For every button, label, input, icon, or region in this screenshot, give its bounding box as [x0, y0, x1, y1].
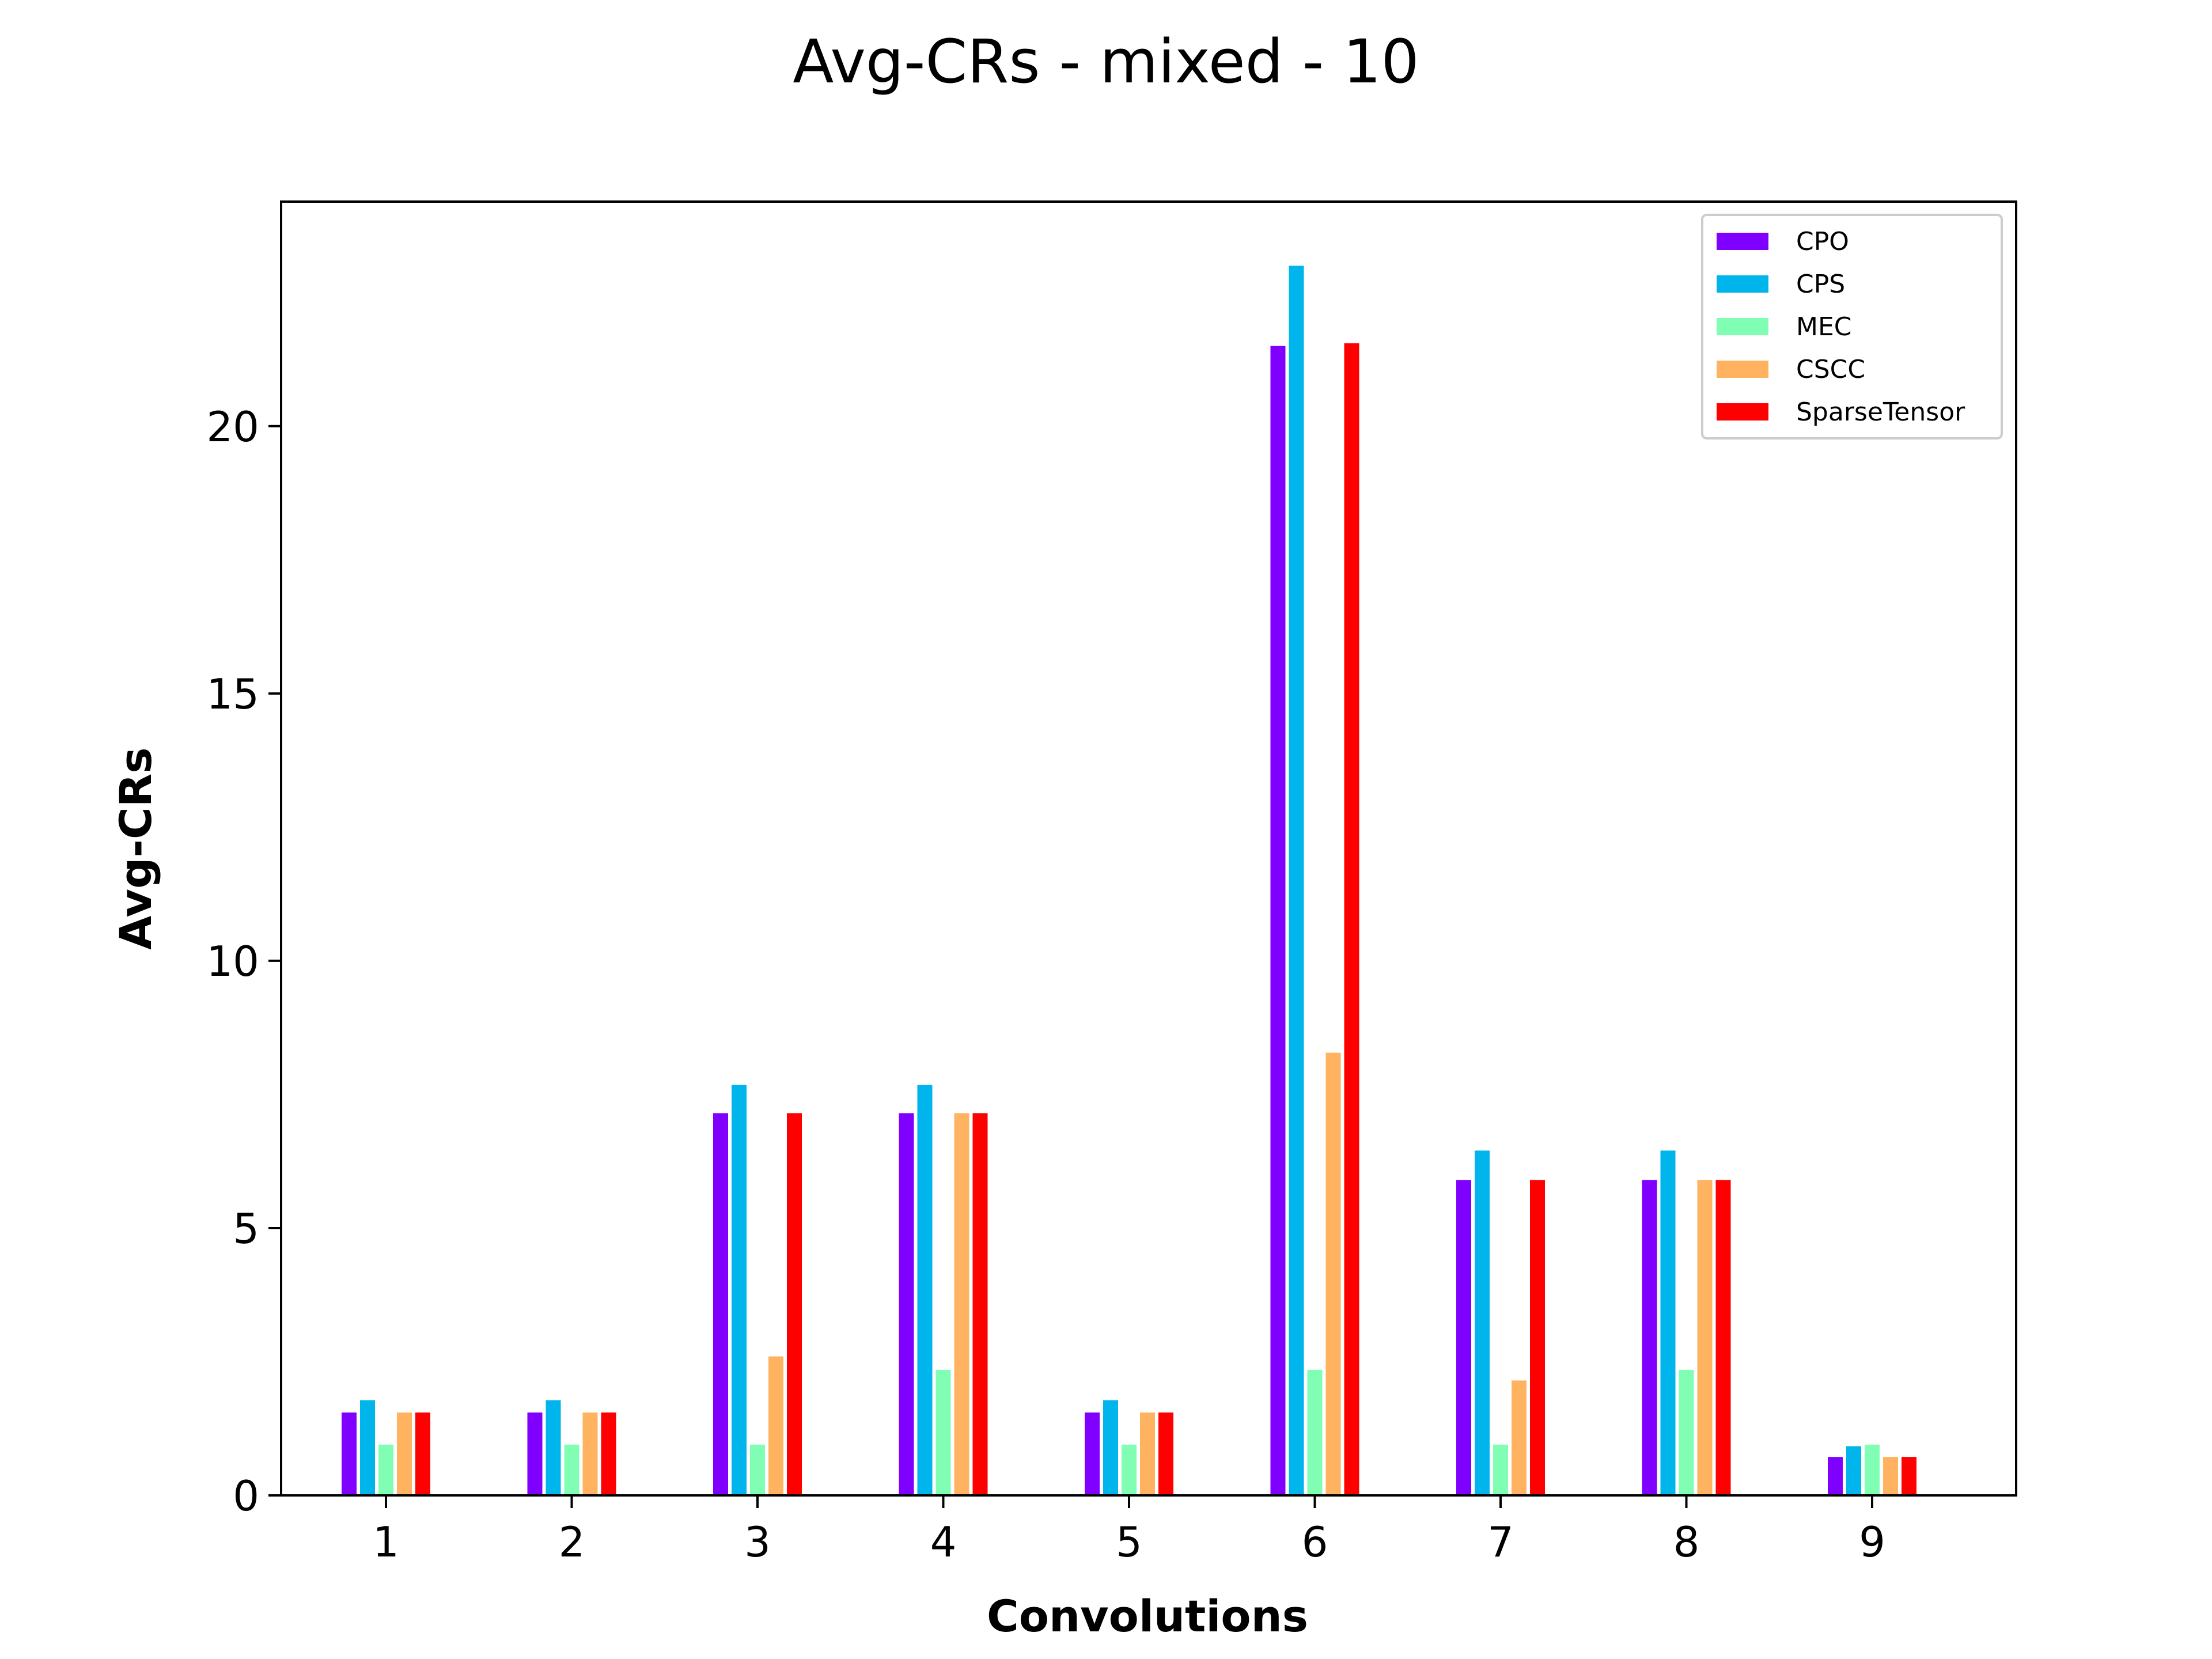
legend-label-sparsetensor: SparseTensor	[1796, 397, 1965, 427]
ticks-group: 1 2 3 4 5 6 7 8 9 0 5 10 15 20	[206, 403, 1885, 1566]
legend-swatch-sparsetensor	[1717, 403, 1768, 421]
y-tick-label: 20	[206, 403, 259, 451]
bar-cps-2	[546, 1400, 561, 1495]
x-tick-label: 1	[373, 1518, 399, 1566]
bar-cps-6	[1289, 266, 1304, 1496]
bar-sparsetensor-1	[415, 1412, 430, 1495]
bar-cscc-4	[954, 1113, 969, 1495]
x-axis-label: Convolutions	[987, 1590, 1308, 1642]
legend-swatch-cps	[1717, 275, 1768, 293]
legend-swatch-mec	[1717, 318, 1768, 335]
bar-cps-9	[1846, 1446, 1861, 1495]
legend-label-cpo: CPO	[1796, 227, 1849, 256]
bar-cscc-8	[1697, 1180, 1713, 1495]
bar-mec-3	[750, 1444, 765, 1495]
x-tick-label: 8	[1673, 1518, 1700, 1566]
bar-cpo-8	[1642, 1180, 1657, 1495]
bar-sparsetensor-2	[601, 1412, 616, 1495]
bar-cscc-7	[1512, 1380, 1527, 1495]
bar-cscc-2	[582, 1412, 598, 1495]
x-tick-label: 2	[559, 1518, 585, 1566]
bar-cscc-1	[397, 1412, 412, 1495]
y-tick-label: 15	[206, 670, 259, 718]
bar-sparsetensor-7	[1530, 1180, 1545, 1495]
bar-mec-9	[1865, 1444, 1880, 1495]
bar-sparsetensor-9	[1902, 1457, 1916, 1495]
bar-sparsetensor-6	[1344, 343, 1359, 1495]
x-tick-label: 4	[930, 1518, 957, 1566]
bar-cps-3	[732, 1085, 747, 1495]
bar-cpo-2	[527, 1412, 543, 1495]
bar-mec-4	[935, 1369, 951, 1495]
bar-cscc-3	[768, 1356, 783, 1495]
x-tick-label: 9	[1859, 1518, 1885, 1566]
bar-mec-1	[378, 1444, 393, 1495]
x-tick-label: 6	[1302, 1518, 1328, 1566]
legend-label-cscc: CSCC	[1796, 355, 1865, 384]
bar-mec-7	[1493, 1444, 1508, 1495]
x-tick-label: 7	[1487, 1518, 1514, 1566]
bar-mec-5	[1122, 1444, 1137, 1495]
legend-label-mec: MEC	[1796, 312, 1852, 342]
bar-cps-8	[1660, 1150, 1676, 1495]
bar-sparsetensor-8	[1715, 1180, 1731, 1495]
bar-cscc-9	[1883, 1457, 1898, 1495]
x-tick-label: 3	[744, 1518, 771, 1566]
bar-cps-7	[1475, 1150, 1490, 1495]
plot-area-frame	[280, 200, 2017, 1497]
legend-label-cps: CPS	[1796, 270, 1845, 299]
legend-box	[1701, 214, 2003, 440]
chart-title: Avg-CRs - mixed - 10	[793, 26, 1419, 97]
bar-mec-6	[1307, 1369, 1323, 1495]
bar-cpo-7	[1456, 1180, 1471, 1495]
y-axis-label: Avg-CRs	[110, 747, 161, 949]
y-tick-label: 5	[233, 1205, 259, 1253]
bar-cpo-3	[713, 1113, 728, 1495]
bar-cps-1	[360, 1400, 375, 1495]
bar-cpo-5	[1085, 1412, 1100, 1495]
bar-mec-2	[564, 1444, 579, 1495]
bar-cps-5	[1103, 1400, 1118, 1495]
legend: CPO CPS MEC CSCC SparseTensor	[1701, 214, 2003, 440]
bar-sparsetensor-5	[1158, 1412, 1173, 1495]
bar-mec-8	[1679, 1369, 1694, 1495]
bar-cscc-5	[1140, 1412, 1155, 1495]
bar-sparsetensor-4	[972, 1113, 988, 1495]
bar-cps-4	[917, 1085, 933, 1495]
legend-swatch-cscc	[1717, 361, 1768, 378]
bar-cpo-1	[342, 1412, 357, 1495]
bar-cpo-9	[1828, 1457, 1843, 1495]
bar-cscc-6	[1325, 1052, 1341, 1495]
bar-cpo-4	[899, 1113, 914, 1495]
y-tick-label: 10	[206, 937, 259, 986]
bars-group	[342, 266, 1916, 1496]
bar-sparsetensor-3	[787, 1113, 802, 1495]
bar-cpo-6	[1270, 346, 1286, 1495]
legend-swatch-cpo	[1717, 233, 1768, 250]
x-tick-label: 5	[1116, 1518, 1142, 1566]
y-tick-label: 0	[233, 1472, 259, 1520]
